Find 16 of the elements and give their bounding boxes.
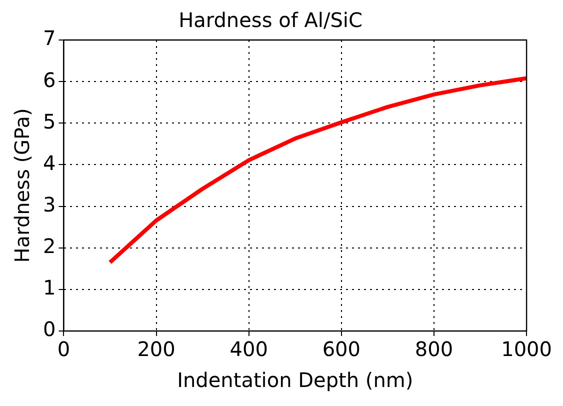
y-tick-label: 6 xyxy=(42,68,56,92)
x-tick-label: 1000 xyxy=(501,337,552,362)
x-tick-label: 400 xyxy=(230,337,268,362)
y-tick-label: 1 xyxy=(42,276,56,300)
y-tick-label: 7 xyxy=(42,26,56,50)
x-tick-label: 200 xyxy=(137,337,176,362)
x-axis-title: Indentation Depth (nm) xyxy=(177,368,414,392)
y-tick-label: 3 xyxy=(42,192,56,216)
x-tick-label: 800 xyxy=(414,337,454,362)
y-tick-label: 5 xyxy=(42,109,56,134)
y-tick-label: 2 xyxy=(42,234,56,258)
y-axis-title: Hardness (GPa) xyxy=(10,108,34,263)
chart-title: Hardness of Al/SiC xyxy=(178,8,362,32)
x-tick-label: 600 xyxy=(322,337,361,362)
y-tick-label: 0 xyxy=(42,317,56,342)
y-tick-label: 4 xyxy=(42,150,56,175)
